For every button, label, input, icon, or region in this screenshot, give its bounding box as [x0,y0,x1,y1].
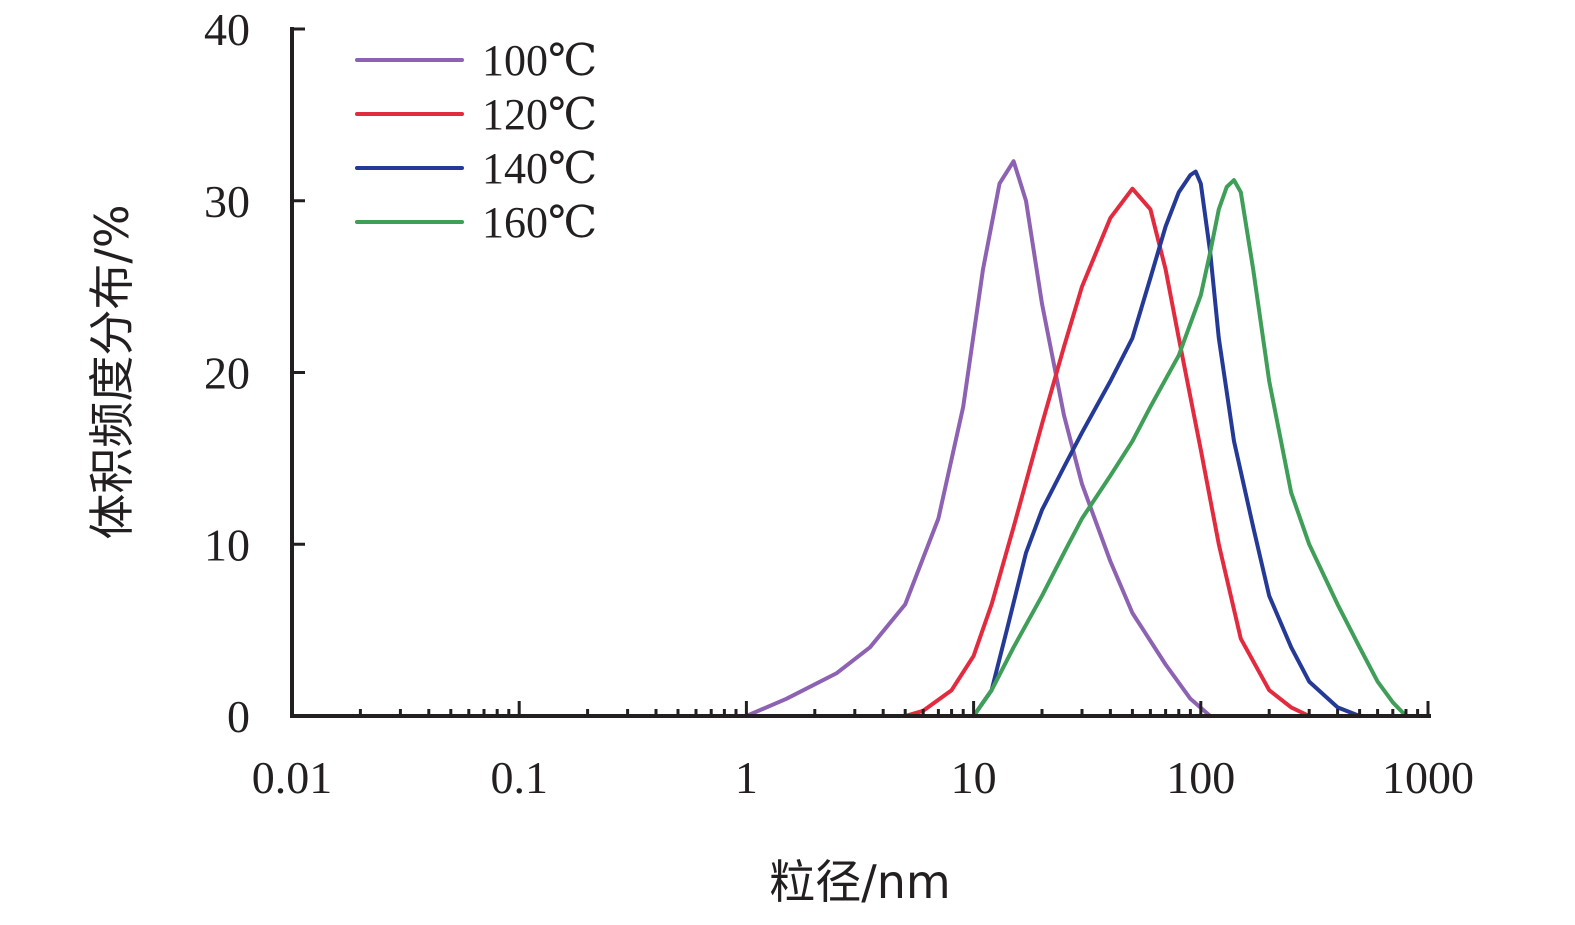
legend-label-1: 100℃ [482,36,597,85]
series-line-1 [744,159,1213,718]
legend-label-2: 120℃ [482,90,597,139]
y-tick-label: 40 [204,4,250,55]
legend-label-4: 160℃ [482,198,597,247]
x-tick-label: 1000 [1382,752,1474,803]
series-line-3 [971,169,1362,718]
x-axis-title: 粒径/nm [769,855,950,909]
series-line-2 [903,186,1312,718]
x-ticks: 0.01 0.1 1 10 100 1000 [252,701,1474,803]
series-layer [744,159,1408,718]
y-tick-label: 10 [204,519,250,570]
y-tick-label: 20 [204,348,250,399]
legend-label-3: 140℃ [482,144,597,193]
y-axis-title: 体积频度分布/% [85,204,139,539]
x-tick-label: 0.1 [490,752,548,803]
y-tick-label: 30 [204,176,250,227]
y-ticks: 0 10 20 30 40 [204,4,305,742]
x-tick-label: 1 [735,752,758,803]
x-tick-label: 10 [951,752,997,803]
x-tick-label: 0.01 [252,752,333,803]
x-tick-label: 100 [1166,752,1235,803]
plot-area: 0.01 0.1 1 10 100 1000 0 10 20 30 40 [204,4,1474,803]
series-line-4 [971,178,1408,718]
y-tick-label: 0 [227,691,250,742]
legend: 100℃ 120℃ 140℃ 160℃ [355,36,597,247]
